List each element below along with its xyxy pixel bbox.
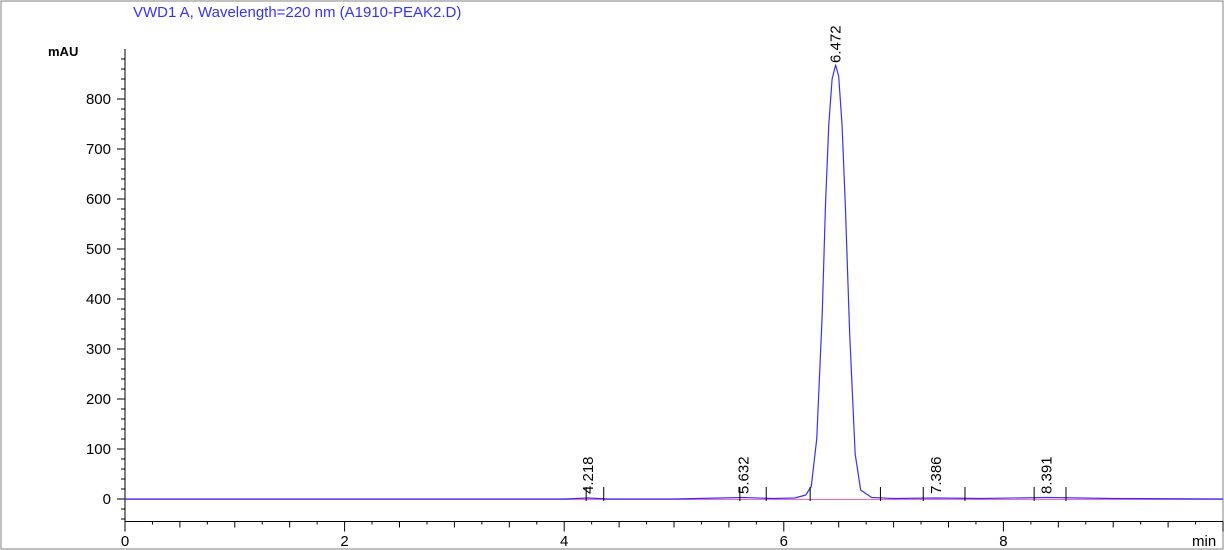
x-tick-label: 2 bbox=[340, 533, 348, 550]
x-tick-label: 8 bbox=[999, 533, 1007, 550]
signal-series-line bbox=[125, 64, 1224, 500]
tick-marks: 0 100 200 300 400 500 600 700 800 0 2 4 6 8 bbox=[86, 58, 1224, 550]
series-layer bbox=[125, 64, 1224, 500]
chart-title: VWD1 A, Wavelength=220 nm (A1910-PEAK2.D… bbox=[133, 4, 461, 21]
x-tick-label: 0 bbox=[121, 533, 129, 550]
peak-label: 5.632 bbox=[735, 456, 752, 494]
x-tick-label: 6 bbox=[780, 533, 788, 550]
y-tick-label: 0 bbox=[103, 491, 111, 508]
y-tick-label: 100 bbox=[86, 441, 111, 458]
peak-label: 7.386 bbox=[928, 456, 945, 494]
y-tick-label: 200 bbox=[86, 391, 111, 408]
y-tick-label: 500 bbox=[86, 241, 111, 258]
y-tick-label: 800 bbox=[86, 91, 111, 108]
x-tick-label: 4 bbox=[560, 533, 568, 550]
y-tick-label: 300 bbox=[86, 341, 111, 358]
axes bbox=[124, 49, 1223, 522]
baseline-markers bbox=[585, 487, 1067, 501]
y-tick-label: 700 bbox=[86, 141, 111, 158]
y-unit-label: mAU bbox=[48, 44, 78, 59]
peak-label: 8.391 bbox=[1038, 456, 1055, 494]
y-tick-label: 400 bbox=[86, 291, 111, 308]
peak-labels: 4.218 5.632 6.472 7.386 8.391 bbox=[580, 25, 1055, 494]
y-tick-label: 600 bbox=[86, 191, 111, 208]
x-unit-label: min bbox=[1192, 533, 1216, 550]
peak-label: 4.218 bbox=[580, 456, 597, 494]
peak-label: 6.472 bbox=[828, 25, 845, 63]
